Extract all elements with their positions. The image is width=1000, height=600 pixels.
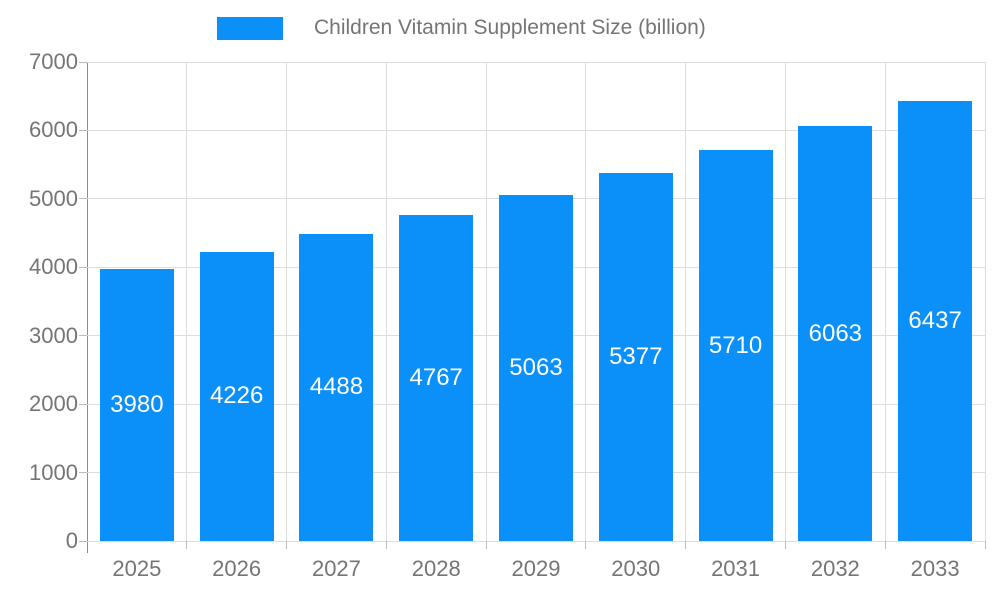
bar-2031[interactable]: 5710	[698, 150, 773, 541]
x-axis-tick-label: 2032	[810, 556, 860, 581]
gridline	[286, 62, 288, 541]
bar-2029[interactable]: 5063	[499, 194, 573, 541]
bar-value-label: 6437	[908, 306, 962, 334]
x-axis-tick-label: 2025	[112, 556, 162, 581]
gridline	[186, 62, 188, 541]
y-axis-tick	[79, 540, 87, 542]
bar-value-label: 5710	[708, 331, 763, 359]
x-axis-tick	[485, 541, 487, 549]
bar-value-label: 4226	[209, 382, 264, 410]
y-axis-tick	[79, 266, 87, 268]
x-axis-tick-label: 2028	[411, 556, 461, 581]
bar-value-label: 5063	[509, 353, 563, 381]
x-axis-tick-label: 2027	[311, 556, 361, 581]
y-axis-tick	[79, 472, 87, 474]
gridline	[585, 62, 587, 541]
y-axis-tick	[79, 61, 87, 63]
legend-item[interactable]: Children Vitamin Supplement Size (billio…	[217, 16, 706, 40]
x-axis-tick	[385, 541, 387, 549]
x-axis-tick	[186, 541, 188, 549]
bar-2033[interactable]: 6437	[898, 100, 973, 541]
y-axis-tick	[79, 335, 87, 337]
bar-value-label: 6063	[808, 319, 863, 347]
y-axis-tick-label: 4000	[29, 254, 78, 280]
bar-2025[interactable]: 3980	[99, 268, 174, 541]
legend-swatch-icon	[217, 16, 283, 40]
bar-value-label: 5377	[609, 343, 663, 371]
bar-value-label: 4767	[409, 363, 463, 391]
gridline	[87, 129, 985, 131]
legend-label: Children Vitamin Supplement Size (billio…	[314, 16, 706, 39]
gridline	[984, 62, 986, 541]
y-axis-tick	[79, 129, 87, 131]
y-axis-line	[87, 62, 88, 553]
gridline	[87, 540, 985, 542]
gridline	[784, 62, 786, 541]
bar-2026[interactable]: 4226	[199, 251, 274, 541]
y-axis-tick	[79, 403, 87, 405]
gridline	[685, 62, 687, 541]
bar-2030[interactable]: 5377	[598, 173, 673, 541]
x-axis-tick-label: 2026	[212, 556, 262, 581]
bar-2032[interactable]: 6063	[798, 126, 873, 541]
y-axis-tick-label: 6000	[29, 117, 78, 143]
x-axis-tick	[286, 541, 288, 549]
bar-2027[interactable]: 4488	[299, 233, 374, 541]
bar-2028[interactable]: 4767	[399, 214, 474, 541]
x-axis-tick-label: 2031	[711, 556, 761, 581]
gridline	[87, 61, 985, 63]
x-axis-tick	[784, 541, 786, 549]
y-axis-tick-label: 3000	[29, 322, 78, 348]
gridline	[385, 62, 387, 541]
x-axis-tick-label: 2030	[611, 556, 661, 581]
x-axis-tick-label: 2029	[511, 556, 561, 581]
gridline	[485, 62, 487, 541]
y-axis-tick	[79, 198, 87, 200]
y-axis-tick-label: 0	[65, 528, 78, 553]
bar-value-label: 3980	[110, 390, 164, 418]
x-axis-tick	[685, 541, 687, 549]
bar-value-label: 4488	[309, 373, 364, 401]
y-axis-tick-label: 5000	[29, 185, 78, 211]
x-axis-tick	[984, 541, 986, 549]
y-axis-tick-label: 7000	[29, 49, 78, 74]
x-axis-tick	[884, 541, 886, 549]
gridline	[884, 62, 886, 541]
y-axis-tick-label: 1000	[29, 459, 78, 485]
y-axis-tick-label: 2000	[29, 391, 78, 417]
x-axis-tick-label: 2033	[910, 556, 960, 581]
x-axis-tick	[585, 541, 587, 549]
